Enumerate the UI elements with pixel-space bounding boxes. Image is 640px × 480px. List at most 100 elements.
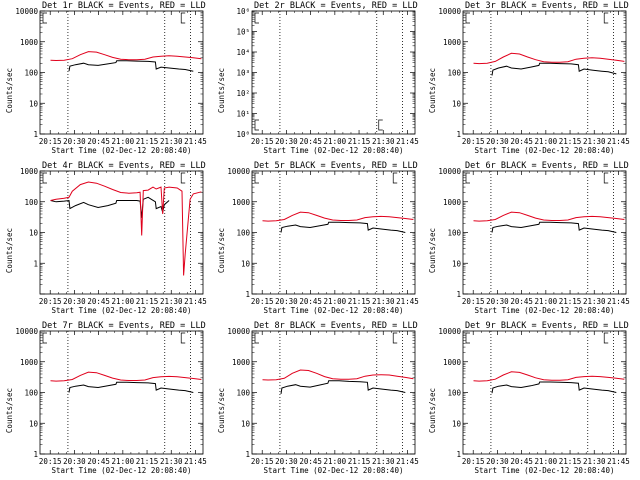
y-tick-label: 10 — [29, 419, 39, 428]
x-tick-label: 21:30 — [583, 297, 606, 306]
y-tick-label: 10000 — [15, 7, 38, 16]
plot-frame — [39, 330, 204, 455]
y-tick-label: 10 — [452, 259, 462, 268]
y-tick-label: 100 — [24, 198, 38, 207]
y-tick-label: 10000 — [438, 167, 461, 176]
y-tick-label: 10 — [241, 259, 251, 268]
panel-title: Det 6r BLACK = Events, RED = LLD — [465, 161, 629, 171]
x-tick-label: 21:00 — [324, 457, 347, 466]
x-tick-label: 21:15 — [348, 297, 371, 306]
edge-bracket-mark — [378, 119, 383, 131]
x-tick-label: 21:00 — [112, 457, 135, 466]
edge-bracket-mark — [465, 12, 470, 24]
plot-frame — [251, 10, 416, 135]
series-events-line — [280, 380, 406, 394]
x-tick-label: 20:15 — [462, 457, 485, 466]
x-tick-label: 21:30 — [583, 457, 606, 466]
y-tick-label: 10 — [452, 99, 462, 108]
series-lld-line — [473, 52, 625, 65]
panel-title: Det 4r BLACK = Events, RED = LLD — [42, 161, 206, 171]
y-tick-label: 100 — [447, 389, 461, 398]
y-tick-label: 100 — [24, 69, 38, 78]
y-axis-label: Counts/sec — [428, 388, 437, 433]
panel-det-2r: Det 2r BLACK = Events, RED = LLD 10⁰ 10¹ 10… — [217, 1, 419, 155]
panel-det-5r: Det 5r BLACK = Events, RED = LLD 1 10 100 10… — [217, 161, 419, 315]
plot-frame — [462, 170, 627, 295]
panel-det-9r: Det 9r BLACK = Events, RED = LLD 1 10 100 10… — [428, 321, 630, 475]
y-tick-label: 10⁴ — [236, 48, 250, 57]
y-tick-label: 10 — [29, 229, 39, 238]
y-tick-label: 10 — [241, 419, 251, 428]
panel-det-7r: Det 7r BLACK = Events, RED = LLD 1 10 100 10… — [5, 321, 207, 475]
y-tick-label: 100 — [447, 69, 461, 78]
edge-bracket-mark — [180, 332, 186, 344]
x-tick-label: 21:15 — [136, 137, 159, 146]
series-events-line — [280, 221, 406, 233]
plot-frame — [39, 10, 204, 135]
y-tick-label: 10⁰ — [236, 130, 250, 139]
series-events-line — [491, 381, 617, 394]
panel-det-1r: Det 1r BLACK = Events, RED = LLD 1 10 100 10… — [5, 1, 207, 155]
x-tick-label: 21:00 — [112, 297, 135, 306]
y-axis-label: Counts/sec — [217, 228, 226, 273]
x-tick-label: 20:15 — [39, 457, 62, 466]
y-tick-label: 100 — [24, 389, 38, 398]
x-tick-label: 21:45 — [607, 137, 630, 146]
x-tick-label: 21:00 — [535, 457, 558, 466]
x-tick-label: 21:15 — [136, 297, 159, 306]
edge-bracket-mark — [180, 172, 186, 184]
y-tick-label: 1 — [33, 130, 38, 139]
x-tick-label: 21:15 — [559, 137, 582, 146]
plot-frame — [462, 330, 627, 455]
x-tick-label: 21:30 — [160, 297, 183, 306]
x-tick-label: 20:45 — [87, 137, 110, 146]
y-tick-label: 10000 — [227, 327, 250, 336]
x-tick-label: 20:15 — [251, 137, 274, 146]
plot-frame — [462, 10, 627, 135]
y-tick-label: 10 — [452, 419, 462, 428]
x-tick-label: 21:15 — [559, 297, 582, 306]
x-tick-label: 20:30 — [486, 297, 509, 306]
x-tick-label: 21:00 — [324, 297, 347, 306]
x-tick-label: 21:30 — [583, 137, 606, 146]
x-tick-label: 21:45 — [396, 457, 419, 466]
x-tick-label: 21:45 — [396, 297, 419, 306]
y-tick-label: 1 — [33, 450, 38, 459]
series-lld-line — [50, 181, 202, 276]
x-axis-label: Start Time (02-Dec-12 20:08:40) — [52, 146, 192, 155]
plot-frame — [251, 330, 416, 455]
x-axis-label: Start Time (02-Dec-12 20:08:40) — [52, 306, 192, 315]
x-tick-label: 20:45 — [87, 457, 110, 466]
edge-bracket-mark — [254, 172, 259, 184]
x-tick-label: 21:45 — [184, 137, 207, 146]
y-tick-label: 1000 — [443, 38, 462, 47]
y-tick-label: 10000 — [438, 7, 461, 16]
y-axis-label: Counts/sec — [5, 68, 14, 113]
y-tick-label: 1000 — [443, 358, 462, 367]
series-events-line — [50, 196, 170, 218]
y-tick-label: 10¹ — [236, 110, 250, 119]
x-tick-label: 21:15 — [559, 457, 582, 466]
y-tick-label: 1 — [33, 259, 38, 268]
y-axis-label: Counts/sec — [217, 388, 226, 433]
panel-title: Det 3r BLACK = Events, RED = LLD — [465, 1, 629, 11]
x-tick-label: 21:00 — [112, 137, 135, 146]
x-tick-label: 21:30 — [372, 297, 395, 306]
edge-bracket-mark — [603, 172, 609, 184]
y-tick-label: 10000 — [15, 327, 38, 336]
series-events-line — [68, 60, 194, 72]
x-tick-label: 21:45 — [184, 297, 207, 306]
edge-bracket-mark — [42, 332, 47, 344]
series-lld-line — [50, 371, 202, 382]
edge-bracket-mark — [254, 119, 259, 131]
panel-det-3r: Det 3r BLACK = Events, RED = LLD 1 10 100 10… — [428, 1, 630, 155]
edge-bracket-mark — [180, 12, 186, 24]
series-lld-line — [473, 211, 625, 222]
y-axis-label: Counts/sec — [428, 228, 437, 273]
y-tick-label: 100 — [236, 229, 250, 238]
x-axis-label: Start Time (02-Dec-12 20:08:40) — [475, 466, 615, 475]
x-tick-label: 21:00 — [535, 297, 558, 306]
panel-title: Det 5r BLACK = Events, RED = LLD — [254, 161, 418, 171]
x-tick-label: 21:45 — [607, 297, 630, 306]
